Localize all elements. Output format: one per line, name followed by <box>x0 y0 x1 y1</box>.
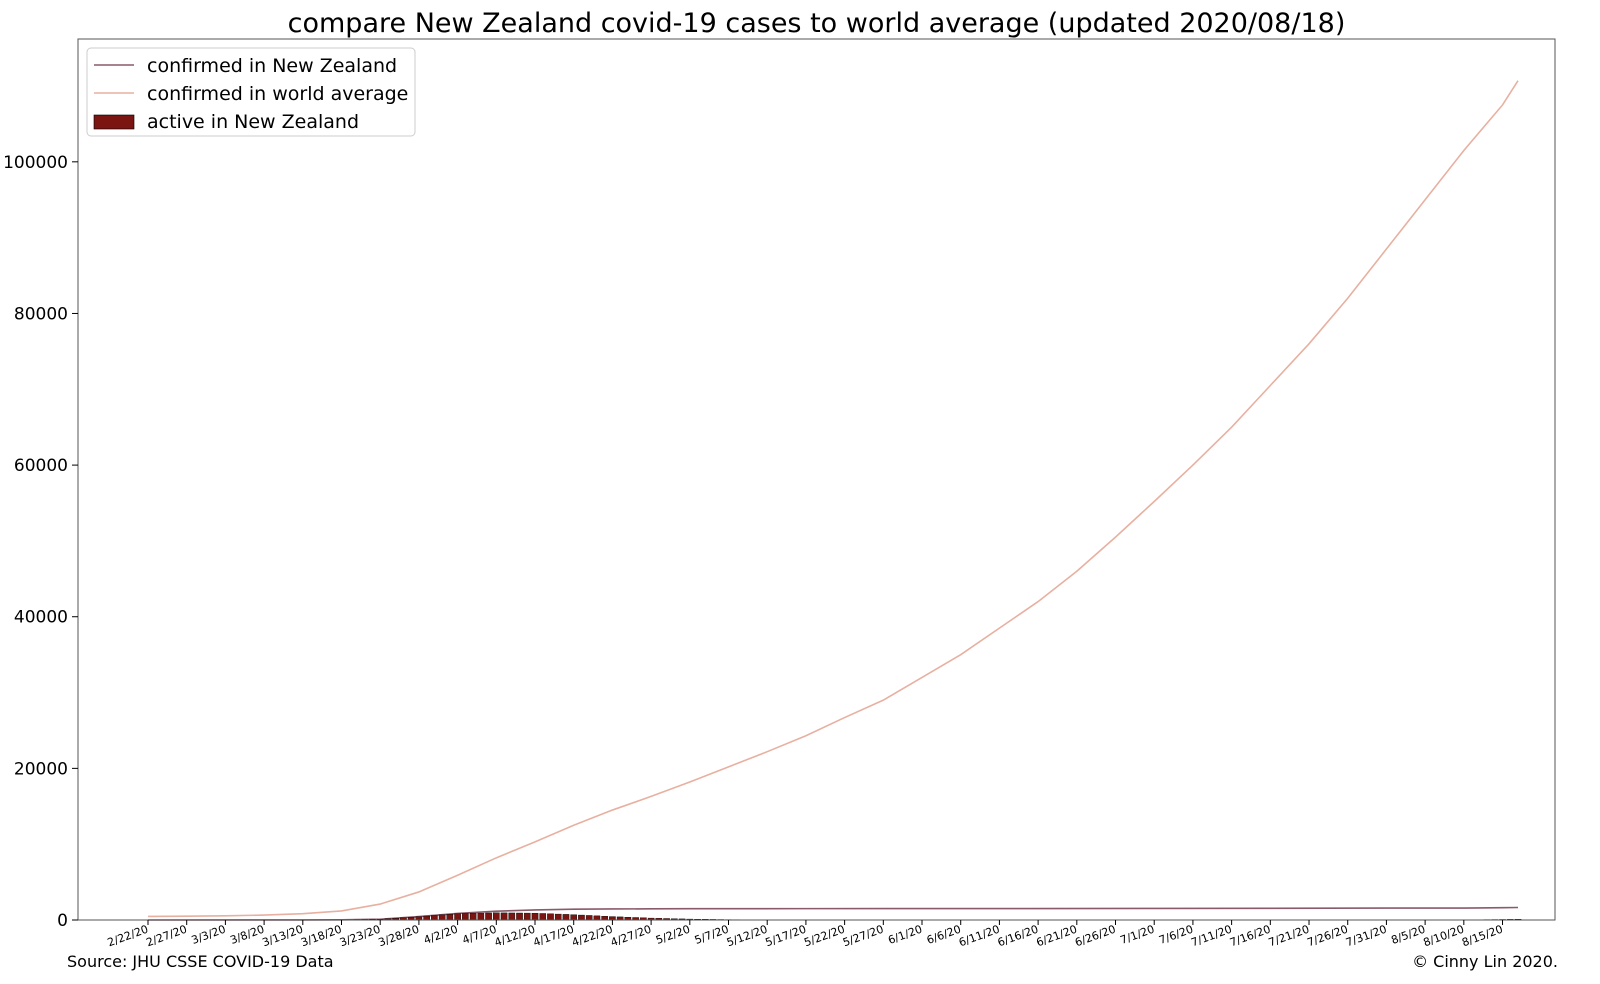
bar-mark <box>523 912 531 921</box>
bar-mark <box>485 912 492 921</box>
x-tick-label: 7/16/20 <box>1228 923 1272 950</box>
x-tick-label: 8/5/20 <box>1389 923 1427 947</box>
x-tick-label: 5/27/20 <box>841 923 885 950</box>
legend-swatch <box>93 114 135 130</box>
bar-mark <box>469 913 477 921</box>
bar-mark <box>446 914 454 921</box>
axes: 0 20000 40000 60000 80000 100000 2/22/202/27/2… <box>3 38 1556 950</box>
bar-mark <box>500 912 508 921</box>
legend-box <box>86 47 416 137</box>
x-tick-label: 4/27/20 <box>609 923 653 950</box>
plot-area <box>147 80 1522 921</box>
bar-mark <box>431 915 438 921</box>
series-line <box>147 80 1519 918</box>
bar-mark <box>423 915 430 921</box>
x-tick-label: 2/22/20 <box>106 923 150 950</box>
bar-mark <box>462 913 469 921</box>
bar-mark <box>554 913 562 921</box>
legend: confirmed in New Zealand confirmed in wor… <box>86 47 416 137</box>
y-tick-label: 80000 <box>14 304 68 324</box>
x-tick-label: 5/7/20 <box>693 923 731 947</box>
bar-mark <box>570 914 577 921</box>
bar-mark <box>415 916 423 921</box>
series-line <box>147 906 1519 921</box>
x-tick-label: 4/2/20 <box>422 923 460 947</box>
bar-mark <box>454 913 461 921</box>
x-tick-label: 7/21/20 <box>1267 923 1311 950</box>
x-tick-label: 7/1/20 <box>1119 923 1157 947</box>
bar-mark <box>578 914 585 921</box>
x-tick-label: 4/7/20 <box>461 923 499 947</box>
bar-mark <box>438 914 446 921</box>
plot-frame <box>77 38 1556 921</box>
x-tick-label: 6/16/20 <box>996 923 1040 950</box>
x-tick-label: 6/6/20 <box>925 923 963 947</box>
legend-label: active in New Zealand <box>147 111 359 133</box>
x-tick-label: 5/17/20 <box>764 923 808 950</box>
legend-label: confirmed in New Zealand <box>147 55 397 77</box>
y-tick-label: 0 <box>57 911 68 931</box>
x-tick-label: 6/1/20 <box>886 923 924 947</box>
x-tick-label: 3/23/20 <box>338 923 382 950</box>
series-1 <box>147 80 1519 918</box>
bar-mark <box>562 914 570 921</box>
bar-mark <box>539 913 547 921</box>
copyright-note: © Cinny Lin 2020. <box>1412 952 1558 971</box>
y-tick-label: 40000 <box>14 608 68 628</box>
series-2 <box>338 912 1522 921</box>
bar-mark <box>508 912 516 921</box>
bar-mark <box>593 915 601 921</box>
x-tick-label: 8/10/20 <box>1422 923 1466 950</box>
x-tick-label: 7/31/20 <box>1344 923 1388 950</box>
x-tick-label: 6/26/20 <box>1073 923 1117 950</box>
bar-mark <box>609 916 616 921</box>
y-tick-label: 60000 <box>14 456 68 476</box>
x-tick-label: 5/22/20 <box>802 923 846 950</box>
x-tick-label: 5/12/20 <box>725 923 769 950</box>
x-tick-label: 7/6/20 <box>1157 923 1195 947</box>
y-tick-label: 100000 <box>3 153 68 173</box>
x-tick-label: 3/3/20 <box>190 923 228 947</box>
bar-mark <box>601 916 608 921</box>
x-tick-label: 4/22/20 <box>570 923 614 950</box>
x-tick-label: 4/12/20 <box>493 923 537 950</box>
x-tick-label: 4/17/20 <box>531 923 575 950</box>
x-tick-label: 7/11/20 <box>1189 923 1233 950</box>
x-tick-label: 3/18/20 <box>299 923 343 950</box>
x-tick-label: 5/2/20 <box>654 923 692 947</box>
x-tick-label: 6/21/20 <box>1035 923 1079 950</box>
x-tick-label: 7/26/20 <box>1305 923 1349 950</box>
y-tick-label: 20000 <box>14 759 68 779</box>
source-note: Source: JHU CSSE COVID-19 Data <box>67 952 334 971</box>
x-tick-label: 3/28/20 <box>377 923 421 950</box>
bar-mark <box>531 912 539 921</box>
x-tick-label: 3/8/20 <box>228 923 266 947</box>
bar-mark <box>585 915 593 921</box>
bar-mark <box>516 912 523 921</box>
x-tick-label: 8/15/20 <box>1460 923 1504 950</box>
bar-mark <box>477 912 485 921</box>
chart-title: compare New Zealand covid-19 cases to wo… <box>288 8 1346 39</box>
x-tick-label: 6/11/20 <box>957 923 1001 950</box>
series-0 <box>147 906 1519 921</box>
bar-mark <box>493 912 500 921</box>
x-tick-label: 2/27/20 <box>144 923 188 950</box>
bar-mark <box>547 913 554 921</box>
legend-label: confirmed in world average <box>147 83 408 105</box>
x-tick-label: 3/13/20 <box>261 923 305 950</box>
